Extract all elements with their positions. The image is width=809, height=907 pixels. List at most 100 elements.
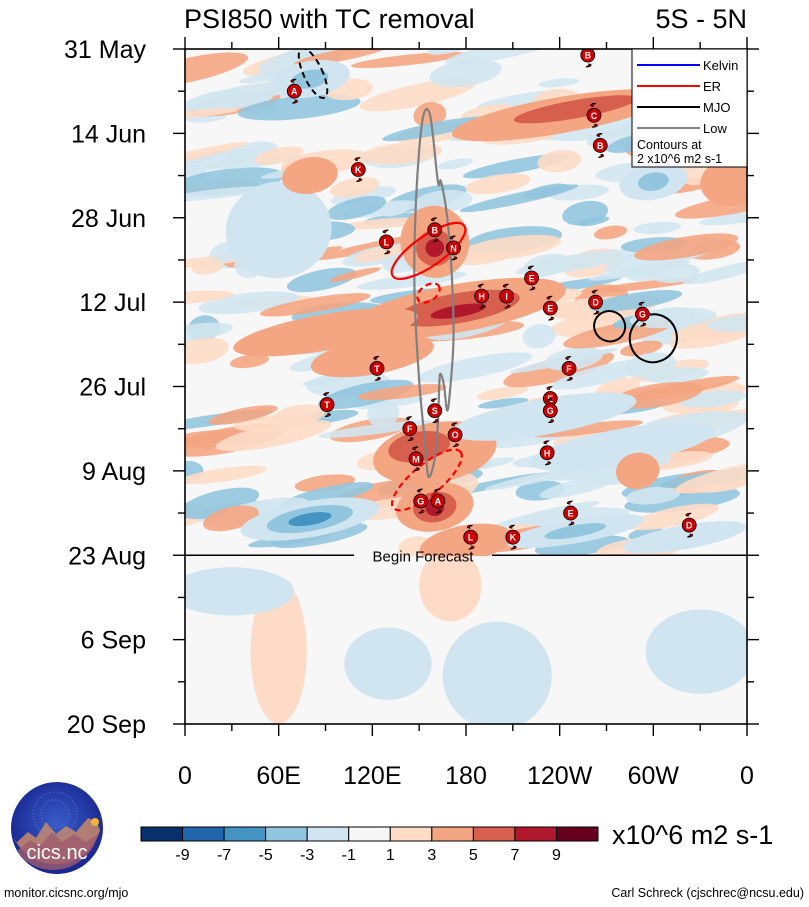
tc-marker: B	[427, 217, 443, 243]
tc-marker: K	[505, 524, 521, 550]
tc-marker-tail2-icon	[418, 509, 425, 514]
x-tick-label: 60E	[256, 762, 300, 790]
legend-note-line2: 2 x10^6 m2 s-1	[637, 152, 722, 166]
tc-marker-label: K	[510, 533, 517, 543]
tc-marker-tail2-icon	[591, 123, 598, 128]
field-streak	[537, 149, 582, 173]
tc-marker-tail2-icon	[324, 413, 331, 417]
tc-marker-label: E	[547, 304, 553, 314]
tc-marker-circle-icon	[635, 306, 650, 322]
mjo-contour	[593, 310, 627, 343]
tc-marker-label: E	[568, 509, 574, 519]
field-streak	[350, 51, 466, 69]
footer-url[interactable]: monitor.cicsnc.org/mjo	[4, 886, 128, 900]
tc-marker-label: G	[417, 497, 424, 507]
tc-marker-label: B	[585, 51, 592, 61]
tc-marker-circle-icon	[447, 427, 463, 443]
y-tick-label: 31 May	[64, 36, 146, 64]
field-blob	[451, 392, 637, 441]
tc-marker-label: S	[432, 406, 438, 416]
tc-marker-tail2-icon	[432, 419, 439, 424]
colorbar-tick-label: 3	[427, 847, 436, 864]
tc-marker: O	[447, 422, 463, 448]
field-streak	[683, 259, 747, 285]
tc-marker-label: A	[291, 87, 298, 97]
tc-marker: L	[378, 229, 394, 255]
tc-marker-circle-icon	[592, 138, 608, 153]
field-streak	[698, 212, 747, 226]
tc-marker-label: A	[435, 497, 442, 507]
tc-marker-tail2-icon	[548, 419, 555, 424]
x-tick-label: 180	[445, 762, 487, 790]
tc-marker: I	[499, 283, 514, 309]
field-streak	[629, 307, 717, 329]
tc-marker: T	[369, 356, 385, 381]
colorbar-swatch	[140, 826, 184, 842]
footer-credit[interactable]: Carl Schreck (cjschrec@ncsu.edu)	[611, 886, 804, 900]
tc-marker-tail2-icon	[544, 461, 551, 466]
tc-marker: N	[446, 235, 461, 261]
field-streak	[237, 94, 361, 121]
er-contour-negative	[391, 448, 463, 512]
field-streak	[185, 487, 260, 520]
tc-marker-label: I	[505, 292, 508, 302]
colorbar-tick-label: 1	[386, 847, 395, 864]
colorbar-tick-label: -1	[342, 847, 356, 864]
field-streak	[539, 474, 619, 499]
field-streak	[429, 59, 502, 87]
tc-marker: K	[350, 157, 366, 182]
tc-marker-tail-icon	[565, 356, 572, 360]
colorbar-swatch	[265, 826, 308, 842]
field-blob	[233, 308, 418, 357]
field-streak	[215, 419, 332, 452]
field-streak	[367, 400, 400, 427]
tc-marker-circle-icon	[539, 445, 555, 461]
tc-marker-circle-icon	[446, 240, 461, 256]
legend: Kelvin ER MJO Low Contours at 2 x10^6 m2…	[631, 48, 748, 168]
tc-marker-label: B	[432, 225, 439, 235]
field-blob	[637, 172, 669, 191]
x-tick-label: 120W	[527, 762, 593, 790]
tc-marker-tail-icon	[412, 446, 419, 451]
tc-marker-tail-icon	[543, 440, 550, 445]
field-streak	[185, 52, 249, 88]
y-tick-label: 20 Sep	[67, 711, 146, 739]
x-tick-label: 0	[178, 762, 192, 790]
tc-marker-circle-icon	[286, 83, 302, 99]
tc-marker-circle-icon	[369, 361, 385, 376]
colorbar-tick-label: 5	[469, 847, 478, 864]
tc-marker-tail2-icon	[451, 256, 458, 261]
field-streak	[357, 384, 447, 401]
tc-marker-label: G	[639, 310, 646, 320]
field-streak	[634, 233, 739, 261]
tc-marker-circle-icon	[524, 270, 539, 286]
tc-marker-label: D	[592, 298, 599, 308]
field-blob	[425, 238, 445, 257]
colorbar-tick-label: 7	[510, 847, 519, 864]
tc-marker-tail-icon	[430, 398, 437, 403]
tc-marker-label: K	[355, 165, 362, 175]
field-streak	[417, 352, 533, 383]
tc-marker: H	[474, 283, 490, 309]
colorbar-swatch	[389, 826, 433, 842]
tc-marker: B	[580, 49, 596, 68]
tc-marker-tail2-icon	[566, 377, 573, 381]
field-streak	[286, 267, 357, 293]
tc-marker-tail-icon	[430, 217, 437, 222]
tc-marker-circle-icon	[586, 107, 602, 123]
tc-marker-circle-icon	[408, 451, 424, 467]
tc-marker-tail-icon	[354, 157, 361, 161]
legend-label-mjo: MJO	[703, 100, 730, 115]
field-blob	[344, 627, 432, 700]
tc-marker: F	[561, 356, 577, 381]
field-streak	[185, 186, 270, 202]
colorbar-tick-label: -9	[175, 847, 189, 864]
mjo-contour	[628, 313, 678, 364]
legend-note-line1: Contours at	[637, 138, 702, 152]
field-streak	[315, 234, 427, 260]
tc-marker-tail2-icon	[432, 238, 439, 243]
tc-marker-label: T	[324, 400, 330, 410]
field-streak	[538, 78, 579, 88]
field-streak	[382, 116, 488, 142]
